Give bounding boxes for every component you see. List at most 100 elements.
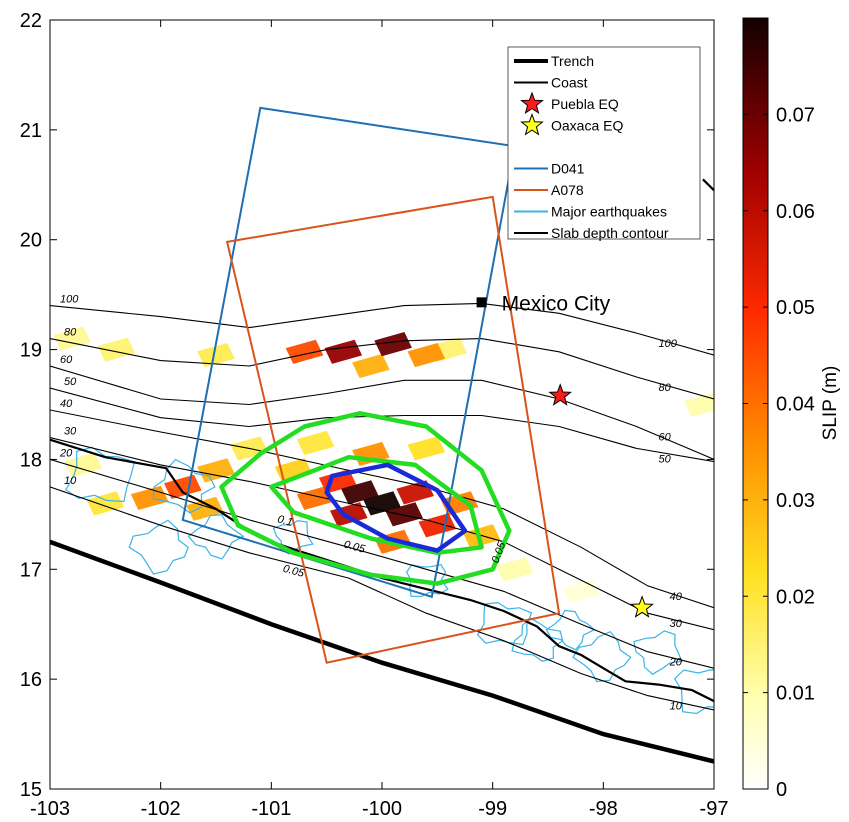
slab-contour-label: 10 (670, 701, 683, 713)
slip-contour-label: 0.05 (282, 563, 307, 580)
slab-contour (50, 436, 714, 631)
event-star (630, 595, 654, 618)
slip-patch (496, 557, 534, 582)
major-earthquake-outline (272, 519, 314, 555)
x-tick-label: -101 (251, 798, 291, 820)
slab-contour-label: 80 (659, 382, 672, 394)
slab-contour-label: 20 (59, 447, 73, 459)
slip-contour (219, 411, 512, 586)
legend-label: Slab depth contour (551, 225, 669, 241)
city-marker (476, 297, 487, 308)
slab-contour-label: 40 (60, 398, 73, 410)
slab-contour-label: 80 (64, 327, 77, 339)
slab-depth-contours: 100 100 80 80 60 60 50 50 40 40 30 30 20 20 10 10 (50, 294, 714, 713)
slip-contour-label: 0.05 (342, 539, 367, 556)
slab-contour-label: 40 (670, 591, 683, 603)
event-star (548, 383, 572, 406)
slip-patch (363, 491, 401, 516)
slip-contours: 0.10.050.050.05 (219, 411, 512, 586)
slip-patch (407, 436, 446, 461)
slab-contour-label: 60 (659, 431, 672, 443)
slab-contour (50, 387, 714, 463)
slab-contour (50, 338, 714, 400)
slab-contour-label: 100 (659, 338, 678, 350)
slab-contour-label: 30 (670, 618, 683, 630)
slab-contour-label: 60 (60, 354, 73, 366)
y-axis: 15 16 17 18 19 20 21 22 (20, 10, 714, 801)
slab-contour-label: 20 (669, 657, 683, 669)
y-tick-label: 22 (20, 10, 42, 32)
slab-contour (50, 458, 714, 669)
legend-box (507, 46, 701, 240)
frame-a078 (225, 195, 561, 664)
legend-label: Major earthquakes (551, 204, 667, 220)
slab-contour (50, 365, 714, 460)
colorbar: 0 0.01 0.02 0.03 0.04 0.05 0.06 0.07 SLIP (m) (742, 17, 841, 801)
legend-label: Trench (551, 53, 594, 69)
slab-contour (50, 486, 714, 711)
major-earthquake-outline (673, 669, 714, 715)
y-tick-label: 21 (20, 120, 42, 142)
colorbar-tick-label: 0.02 (776, 586, 815, 608)
y-tick-label: 20 (20, 230, 42, 252)
major-earthquake-outline (476, 601, 533, 646)
major-earthquake-outline (128, 519, 189, 575)
y-tick-label: 17 (20, 559, 42, 581)
coast-line-north (702, 178, 714, 192)
x-tick-label: -100 (362, 798, 402, 820)
y-tick-label: 16 (20, 669, 42, 691)
slip-patch (352, 354, 390, 379)
colorbar-ticks: 0 0.01 0.02 0.03 0.04 0.05 0.06 0.07 (743, 104, 815, 801)
y-tick-label: 18 (20, 449, 42, 471)
markers: Mexico City (476, 292, 654, 618)
major-earthquake-outline (633, 630, 683, 675)
slip-patch (64, 452, 102, 477)
slip-patch (407, 343, 446, 368)
colorbar-tick-label: 0.05 (776, 297, 815, 319)
major-earthquake-outline (187, 514, 245, 560)
colorbar-tick-label: 0.04 (776, 394, 815, 416)
x-tick-label: -103 (30, 798, 70, 820)
slip-contour (269, 454, 484, 556)
slab-contour-label: 100 (60, 294, 79, 306)
x-axis: -103 -102 -101 -100 -99 -98 -97 (30, 20, 728, 820)
y-tick-label: 15 (20, 779, 42, 801)
satellite-frames (181, 106, 561, 664)
slab-contour-label: 10 (64, 475, 77, 487)
city-label: Mexico City (502, 292, 611, 315)
major-earthquake-outline (545, 609, 596, 651)
x-tick-label: -99 (478, 798, 507, 820)
slip-patch (684, 392, 714, 417)
slip-patch (296, 430, 335, 455)
slip-patch (97, 337, 136, 362)
colorbar-tick-label: 0.07 (776, 104, 815, 126)
colorbar-label: SLIP (m) (820, 366, 841, 441)
major-earthquake-outline (511, 617, 564, 662)
legend: Trench Coast Puebla EQ Oaxaca EQ D041 A078 Maj… (507, 46, 701, 241)
legend-label: Coast (551, 75, 588, 91)
legend-label: A078 (551, 182, 584, 198)
colorbar-tick-label: 0.01 (776, 683, 815, 705)
legend-label: Oaxaca EQ (551, 118, 623, 134)
coastline (50, 178, 714, 703)
x-tick-label: -102 (141, 798, 181, 820)
legend-label: Puebla EQ (551, 96, 619, 112)
colorbar-tick-label: 0.03 (776, 490, 815, 512)
major-earthquake-outline (65, 446, 136, 503)
slip-patch (324, 339, 363, 364)
y-tick-label: 19 (20, 340, 42, 362)
trench (50, 539, 714, 764)
frame-d041 (181, 106, 516, 599)
slab-contour-label: 50 (64, 376, 77, 388)
slab-contour-label: 50 (659, 453, 672, 465)
slab-contour-label: 30 (64, 425, 77, 437)
slab-contour (50, 302, 714, 356)
slip-patch (285, 339, 324, 364)
trench-line (50, 539, 714, 764)
legend-swatch (520, 91, 544, 115)
slip-patch (164, 474, 202, 499)
colorbar-tick-label: 0 (776, 779, 787, 801)
slip-patch (374, 332, 412, 357)
x-tick-label: -97 (700, 798, 729, 820)
